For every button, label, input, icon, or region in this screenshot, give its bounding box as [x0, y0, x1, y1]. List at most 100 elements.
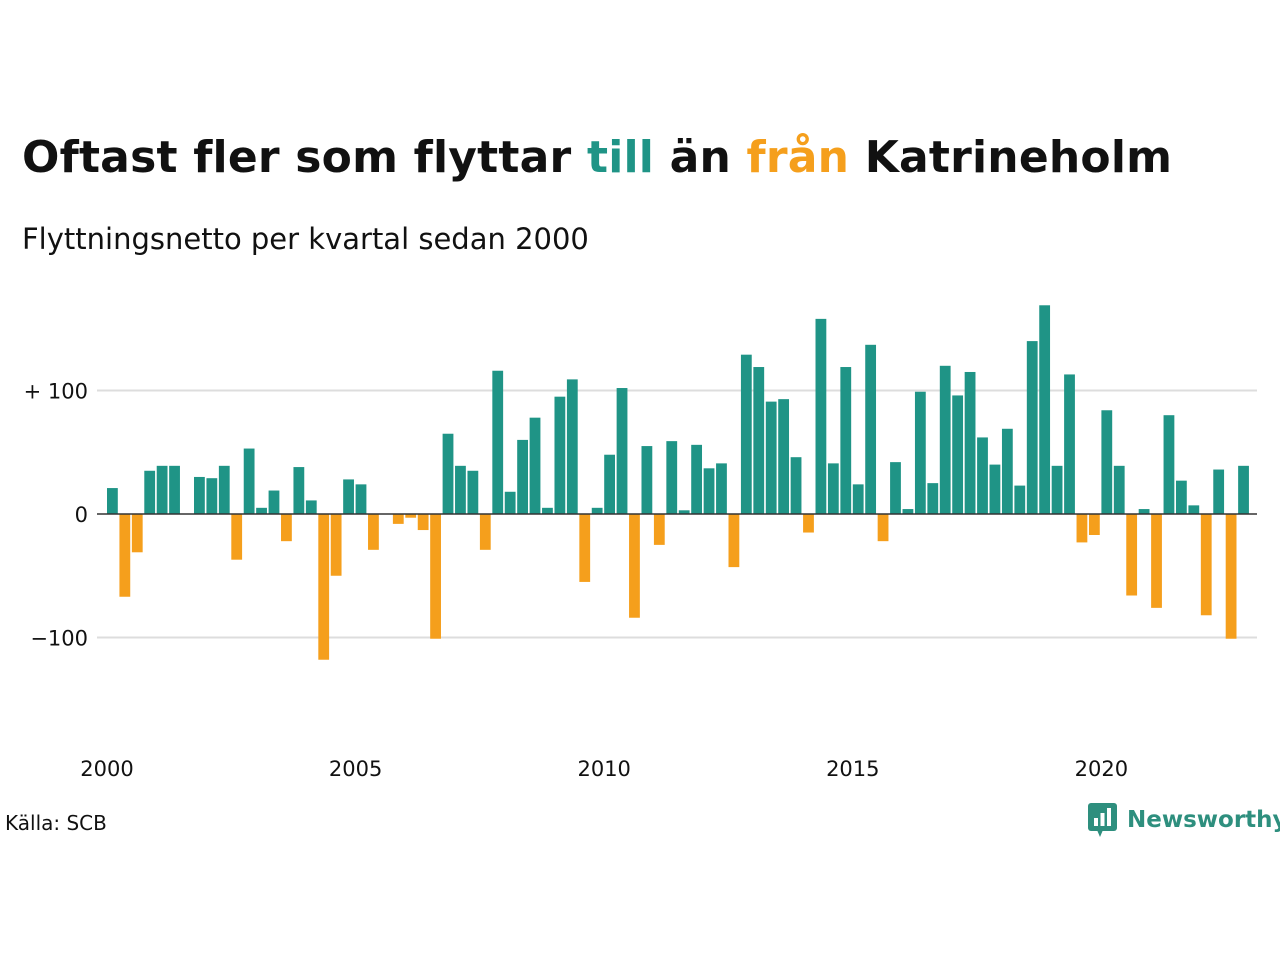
- bar-positive: [1188, 505, 1200, 515]
- brand-name: Newsworthy: [1127, 807, 1280, 833]
- bar-negative: [877, 514, 889, 542]
- bar-positive: [964, 371, 976, 515]
- bar-positive: [169, 465, 180, 514]
- bar-positive: [890, 462, 901, 514]
- bar-positive: [107, 488, 118, 514]
- bar-negative: [728, 514, 740, 568]
- bar-positive: [256, 507, 267, 514]
- bar-positive: [529, 417, 541, 514]
- bar-negative: [368, 514, 379, 550]
- newsworthy-logo-icon: [1088, 803, 1117, 837]
- x-tick-label: 2020: [1075, 757, 1128, 781]
- bar-positive: [939, 365, 951, 514]
- bar-positive: [504, 491, 516, 514]
- title-part-2: än: [654, 132, 747, 183]
- bar-negative: [1088, 514, 1100, 535]
- bar-positive: [542, 507, 553, 514]
- title-part-1: Oftast fler som flyttar: [22, 132, 587, 183]
- bar-positive: [977, 437, 988, 514]
- bar-positive: [840, 367, 852, 514]
- bar-positive: [852, 484, 864, 514]
- bar-negative: [1200, 514, 1212, 616]
- bar-negative: [318, 514, 330, 660]
- bar-positive: [194, 476, 205, 514]
- bar-negative: [1076, 514, 1088, 543]
- bar-positive: [1101, 410, 1113, 514]
- bar-positive: [268, 490, 280, 514]
- bar-positive: [1014, 485, 1026, 515]
- x-tick-label: 2000: [80, 757, 133, 781]
- x-tick-label: 2005: [329, 757, 382, 781]
- bar-positive: [1001, 428, 1013, 514]
- bar-positive: [206, 478, 218, 515]
- bar-positive: [343, 479, 354, 514]
- bar-positive: [566, 379, 578, 514]
- bar-positive: [467, 470, 479, 514]
- y-tick-label: 0: [75, 503, 88, 527]
- bar-positive: [554, 396, 566, 515]
- bar-positive: [1039, 305, 1051, 514]
- bar-positive: [1064, 374, 1075, 514]
- bar-positive: [902, 509, 914, 514]
- x-tick-label: 2010: [577, 757, 630, 781]
- bar-negative: [803, 514, 814, 533]
- bar-negative: [131, 514, 143, 553]
- bar-positive: [616, 388, 628, 514]
- x-tick-label: 2015: [826, 757, 879, 781]
- bar-positive: [952, 395, 964, 514]
- bar-positive: [753, 367, 765, 514]
- axes: + 100 0 −100 2000 2005 2010 2015 2020: [24, 380, 1257, 781]
- bar-positive: [442, 433, 454, 515]
- bar-negative: [629, 514, 640, 618]
- bar-negative: [430, 514, 441, 639]
- bar-positive: [1051, 465, 1063, 514]
- title-part-3: Katrineholm: [849, 132, 1173, 183]
- bar-positive: [1238, 465, 1249, 514]
- bar-positive: [492, 370, 504, 514]
- bar-positive: [716, 463, 727, 515]
- title-fran-word: från: [746, 132, 850, 183]
- gridlines: [97, 389, 1257, 639]
- bar-negative: [405, 514, 417, 518]
- chart-title: Oftast fler som flyttar till än från Kat…: [22, 132, 1172, 183]
- y-tick-label: −100: [30, 627, 88, 651]
- bar-positive: [740, 354, 752, 514]
- bar-negative: [1225, 514, 1237, 639]
- bar-positive: [1138, 509, 1150, 514]
- newsworthy-brand[interactable]: Newsworthy: [1088, 803, 1280, 837]
- bar-positive: [591, 507, 603, 514]
- bar-positive: [865, 344, 877, 514]
- bar-positive: [703, 468, 715, 515]
- source-note: Källa: SCB: [5, 811, 107, 835]
- bar-positive: [678, 510, 690, 515]
- bar-positive: [1163, 415, 1175, 514]
- bar-positive: [1113, 465, 1125, 514]
- bar-positive: [1213, 469, 1225, 514]
- bar-positive: [218, 465, 230, 514]
- bar-positive: [765, 401, 777, 515]
- bar-negative: [417, 514, 429, 531]
- bar-positive: [243, 448, 255, 514]
- bar-negative: [330, 514, 342, 576]
- chart-subtitle: Flyttningsnetto per kvartal sedan 2000: [22, 222, 589, 256]
- bar-negative: [579, 514, 591, 582]
- bar-negative: [653, 514, 665, 545]
- bar-positive: [355, 484, 367, 514]
- bar-positive: [455, 465, 466, 514]
- bar-positive: [827, 463, 839, 515]
- bar-positive: [604, 454, 615, 514]
- bar-positive: [144, 470, 156, 514]
- bar-negative: [1151, 514, 1162, 608]
- bars: [107, 305, 1249, 660]
- bar-positive: [914, 391, 926, 515]
- bar-positive: [815, 318, 827, 514]
- bar-negative: [392, 514, 404, 524]
- title-till-word: till: [586, 132, 655, 183]
- bar-positive: [305, 500, 317, 515]
- bar-positive: [517, 439, 528, 514]
- bar-negative: [281, 514, 292, 542]
- bar-positive: [927, 483, 939, 515]
- bar-positive: [778, 399, 790, 514]
- bar-negative: [231, 514, 243, 560]
